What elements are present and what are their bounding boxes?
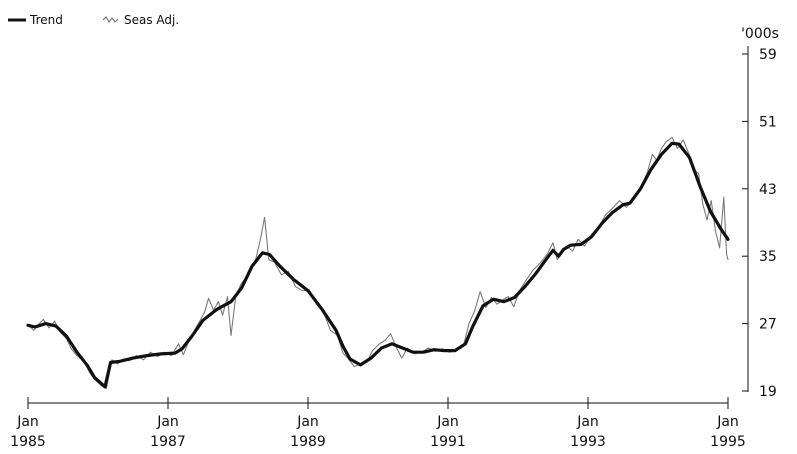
x-tick-month-label: Jan [16,414,39,430]
x-tick-month-label: Jan [576,414,599,430]
y-tick-label: 35 [759,249,777,265]
y-tick-label: 43 [759,182,777,198]
x-tick-year-label: 1989 [290,434,326,450]
x-tick-year-label: 1991 [430,434,466,450]
series-line-trend [26,141,730,389]
legend: Trend Seas Adj. [8,13,179,27]
x-tick-month-label: Jan [436,414,459,430]
y-tick-label: 59 [759,47,777,63]
y-axis: '000s 19 27 35 43 51 59 [741,26,779,400]
x-tick-month-label: Jan [156,414,179,430]
legend-seas-adj-label: Seas Adj. [124,13,179,27]
x-tick-month-label: Jan [716,414,739,430]
series-layer [26,136,730,390]
x-tick-year-label: 1995 [710,434,746,450]
y-tick-label: 51 [759,114,777,130]
x-tick-year-label: 1993 [570,434,606,450]
x-axis: Jan 1985 Jan 1987 Jan 1989 Jan 1991 Jan 1993 Jan 19… [10,397,746,450]
legend-trend-label: Trend [29,13,63,27]
legend-seas-adj-swatch [102,16,119,24]
y-tick-label: 19 [759,384,777,400]
x-tick-year-label: 1987 [150,434,186,450]
x-tick-year-label: 1985 [10,434,46,450]
y-tick-label: 27 [759,317,777,333]
y-axis-unit-label: '000s [741,26,779,42]
x-tick-month-label: Jan [296,414,319,430]
